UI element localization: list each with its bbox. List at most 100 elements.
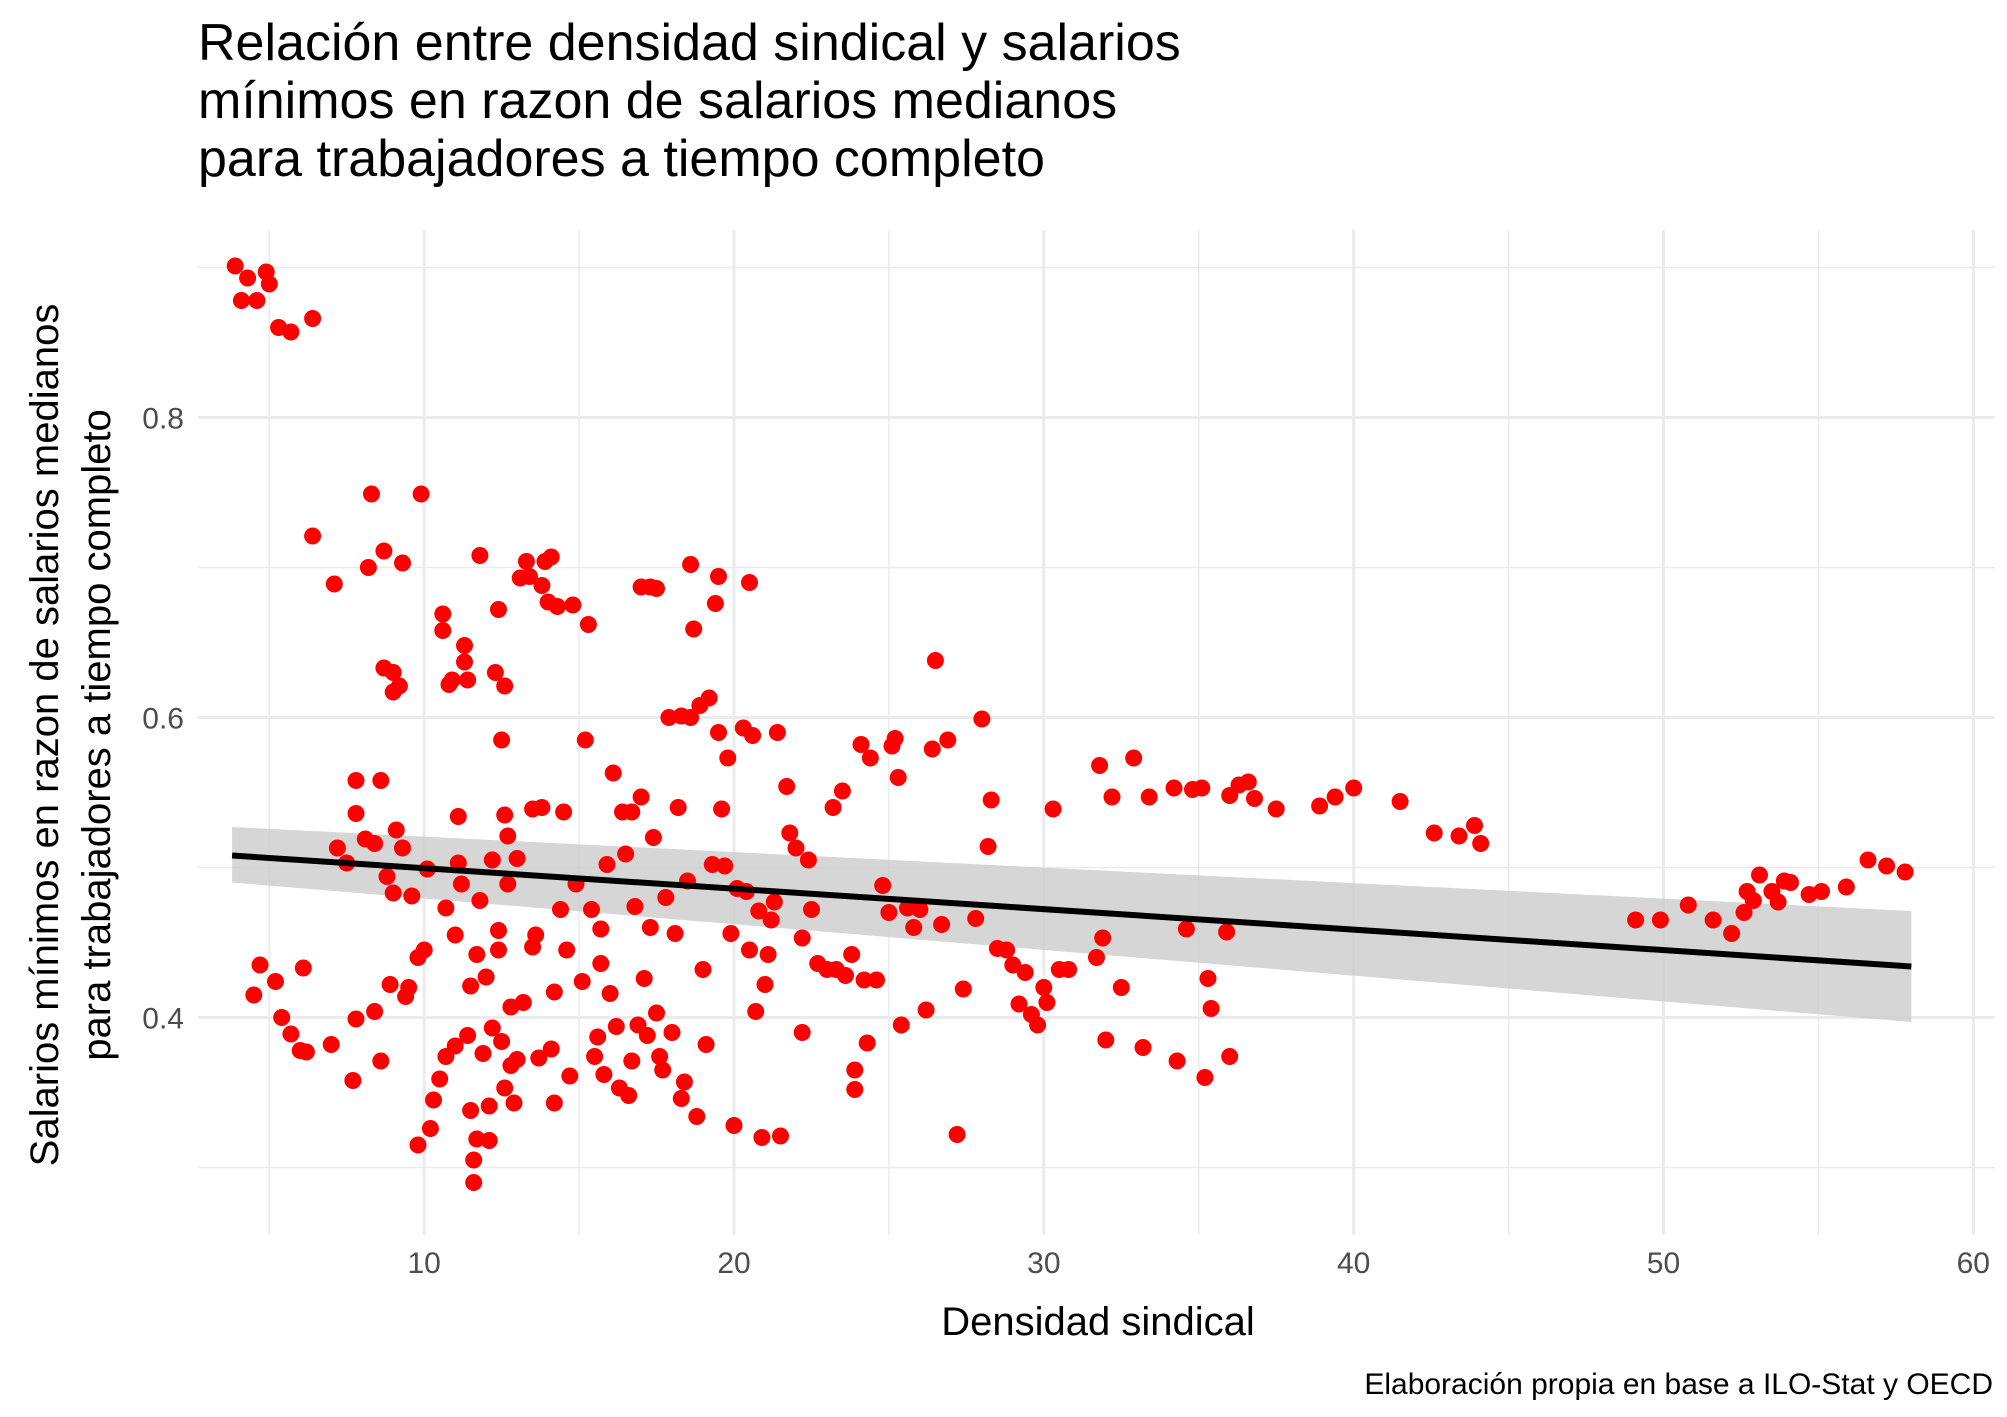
data-point [545,1094,563,1112]
data-point [573,973,591,990]
data-point [778,778,796,795]
data-point [366,835,384,852]
data-point [1751,866,1768,884]
data-point [685,620,703,638]
data-point [1859,851,1877,869]
x-axis-ticks: 10 20 30 40 50 60 [407,1247,1990,1280]
data-point [663,1024,681,1041]
data-point [564,596,582,614]
data-point [434,622,452,639]
data-point [394,554,411,572]
data-point [542,1040,560,1058]
data-point [304,310,322,327]
data-point [1088,949,1105,966]
data-point [1060,961,1078,978]
data-point [880,904,898,921]
data-point [1769,893,1787,911]
data-point [719,749,737,767]
data-point [474,1045,492,1062]
data-point [505,1094,523,1112]
data-point [465,1174,483,1191]
data-point [226,257,244,275]
data-point [762,911,780,929]
data-point [682,556,700,573]
data-point [1044,800,1062,818]
data-point [886,730,904,747]
data-point [533,799,551,816]
y-axis-title-line1: Salarios mínimos en razon de salarios me… [23,304,67,1167]
data-point [366,1003,384,1020]
data-point [1267,800,1285,818]
data-point [486,664,504,681]
data-point [666,925,684,942]
data-point [462,1102,480,1119]
data-point [657,889,675,906]
data-point [328,839,346,857]
data-point [359,559,377,576]
data-point [939,731,957,749]
data-point [641,919,659,936]
data-point [592,955,610,972]
data-point [917,1001,935,1019]
data-point [675,1073,693,1091]
data-point [623,1052,641,1070]
data-point [1177,920,1195,938]
x-tick-label: 30 [1027,1247,1060,1280]
data-point [1103,788,1121,806]
data-point [533,577,551,594]
data-point [926,652,944,669]
data-point [248,292,266,309]
data-point [837,967,854,984]
data-point [1125,749,1143,767]
data-point [892,1016,910,1034]
data-point [772,1127,789,1145]
x-axis-title: Densidad sindical [941,1300,1255,1344]
data-point [372,772,390,789]
data-point [868,971,885,989]
data-point [1813,883,1830,900]
data-point [1140,788,1158,806]
data-point [979,838,997,855]
data-point [555,803,573,821]
data-point [468,1130,486,1148]
data-point [803,901,820,918]
data-point [759,946,777,963]
data-point [456,653,473,671]
data-point [861,749,879,767]
data-point [552,901,569,918]
data-point [1837,878,1855,896]
data-point [415,941,433,959]
data-point [465,1151,483,1169]
data-point [508,1051,526,1068]
data-point [443,671,461,689]
data-point [1466,817,1483,834]
data-point [496,677,514,695]
data-point [1035,979,1053,996]
data-point [273,1009,291,1026]
data-point [855,971,873,989]
data-point [459,671,477,689]
data-point [400,979,418,996]
y-tick-label: 0.6 [142,703,184,736]
data-point [911,901,929,918]
data-point [548,598,566,615]
data-point [846,1081,864,1098]
x-tick-label: 60 [1957,1247,1990,1280]
data-point [626,898,644,915]
data-point [1246,790,1263,807]
data-point [874,877,892,894]
data-point [260,275,278,293]
data-point [1029,1016,1047,1034]
data-point [1391,793,1409,810]
data-point [381,976,399,993]
data-point [282,1025,300,1043]
data-point [843,946,861,963]
data-point [390,677,408,695]
data-point [561,1067,579,1085]
data-point [347,772,365,789]
data-point [437,899,455,917]
data-point [239,269,257,287]
data-point [747,1003,765,1020]
data-point [899,899,916,917]
